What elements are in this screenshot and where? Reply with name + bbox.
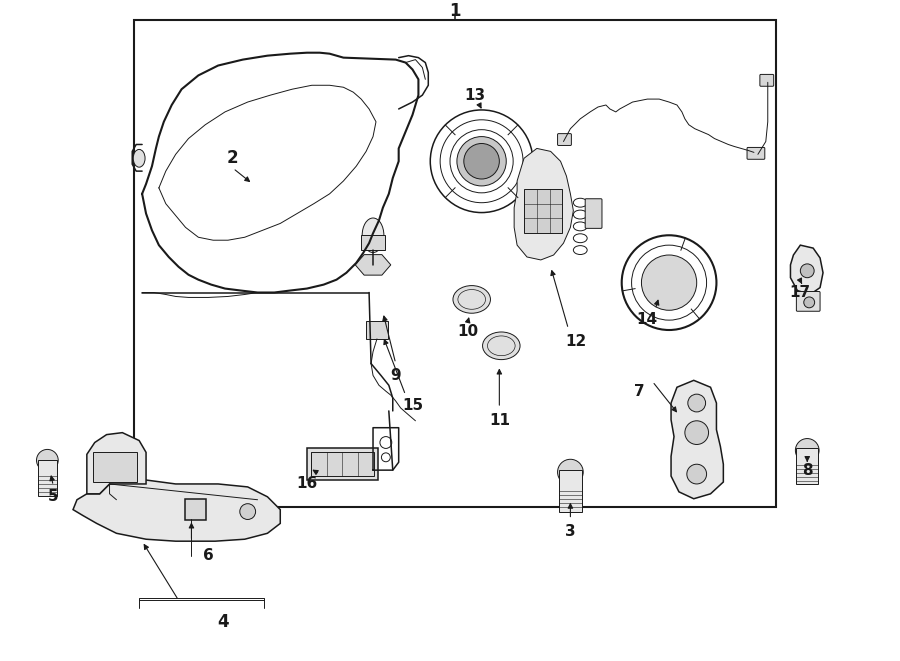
Text: 16: 16 bbox=[296, 477, 318, 491]
FancyBboxPatch shape bbox=[796, 292, 820, 311]
FancyBboxPatch shape bbox=[310, 452, 374, 476]
Text: 11: 11 bbox=[489, 413, 509, 428]
FancyBboxPatch shape bbox=[524, 189, 562, 233]
Text: 14: 14 bbox=[637, 311, 658, 327]
FancyBboxPatch shape bbox=[307, 448, 378, 480]
Circle shape bbox=[464, 143, 500, 179]
FancyBboxPatch shape bbox=[361, 235, 385, 250]
FancyBboxPatch shape bbox=[38, 460, 58, 496]
Text: 17: 17 bbox=[790, 285, 811, 300]
Bar bbox=[134, 20, 776, 506]
Ellipse shape bbox=[482, 332, 520, 360]
Circle shape bbox=[457, 137, 506, 186]
Text: 13: 13 bbox=[464, 88, 485, 102]
Circle shape bbox=[239, 504, 256, 520]
Circle shape bbox=[796, 438, 819, 462]
FancyBboxPatch shape bbox=[558, 134, 572, 145]
Text: 1: 1 bbox=[449, 2, 461, 20]
Circle shape bbox=[37, 449, 58, 471]
Polygon shape bbox=[671, 380, 724, 499]
Text: 2: 2 bbox=[227, 149, 239, 167]
Text: 9: 9 bbox=[391, 368, 401, 383]
Circle shape bbox=[687, 464, 707, 484]
FancyBboxPatch shape bbox=[585, 199, 602, 228]
Text: 7: 7 bbox=[634, 383, 644, 399]
Circle shape bbox=[642, 255, 697, 310]
FancyBboxPatch shape bbox=[184, 499, 206, 520]
Polygon shape bbox=[356, 254, 391, 275]
Ellipse shape bbox=[453, 286, 490, 313]
FancyBboxPatch shape bbox=[796, 448, 818, 484]
Text: 6: 6 bbox=[202, 549, 213, 563]
Text: 10: 10 bbox=[457, 325, 478, 340]
Polygon shape bbox=[86, 433, 146, 494]
Text: 12: 12 bbox=[566, 334, 587, 350]
Text: 8: 8 bbox=[802, 463, 813, 478]
Ellipse shape bbox=[133, 149, 145, 167]
Circle shape bbox=[800, 264, 814, 278]
Circle shape bbox=[804, 297, 814, 308]
Circle shape bbox=[558, 459, 583, 485]
Text: 5: 5 bbox=[48, 489, 58, 504]
Ellipse shape bbox=[362, 218, 384, 253]
Text: 3: 3 bbox=[565, 524, 576, 539]
Text: 4: 4 bbox=[217, 613, 229, 631]
Text: 15: 15 bbox=[402, 397, 423, 412]
FancyBboxPatch shape bbox=[760, 75, 774, 86]
Circle shape bbox=[685, 421, 708, 444]
FancyBboxPatch shape bbox=[366, 321, 388, 339]
Polygon shape bbox=[790, 245, 823, 295]
Polygon shape bbox=[514, 149, 573, 260]
FancyBboxPatch shape bbox=[93, 452, 137, 482]
FancyBboxPatch shape bbox=[559, 470, 582, 512]
Polygon shape bbox=[73, 480, 280, 541]
Circle shape bbox=[688, 394, 706, 412]
FancyBboxPatch shape bbox=[747, 147, 765, 159]
